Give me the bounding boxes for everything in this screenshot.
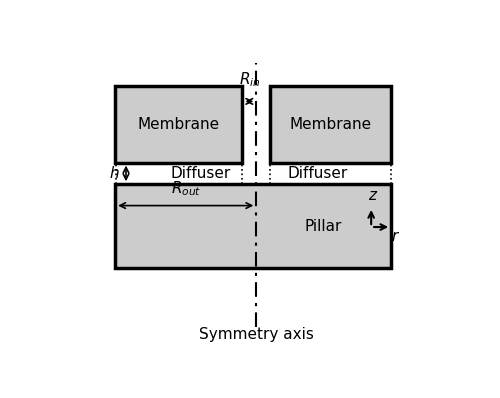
Text: Membrane: Membrane [290, 117, 372, 132]
Bar [116, 184, 391, 268]
Text: Diffuser: Diffuser [288, 166, 348, 181]
Bar [116, 86, 242, 163]
Text: Symmetry axis: Symmetry axis [199, 327, 314, 342]
Text: Diffuser: Diffuser [171, 166, 231, 181]
Text: Membrane: Membrane [138, 117, 220, 132]
Text: Pillar: Pillar [305, 219, 343, 234]
Text: $r$: $r$ [391, 228, 400, 244]
Text: $z$: $z$ [368, 187, 378, 203]
Bar [270, 86, 391, 163]
Text: $h$: $h$ [110, 166, 120, 181]
Text: $R_{in}$: $R_{in}$ [238, 70, 260, 89]
Text: $R_{out}$: $R_{out}$ [170, 179, 201, 198]
